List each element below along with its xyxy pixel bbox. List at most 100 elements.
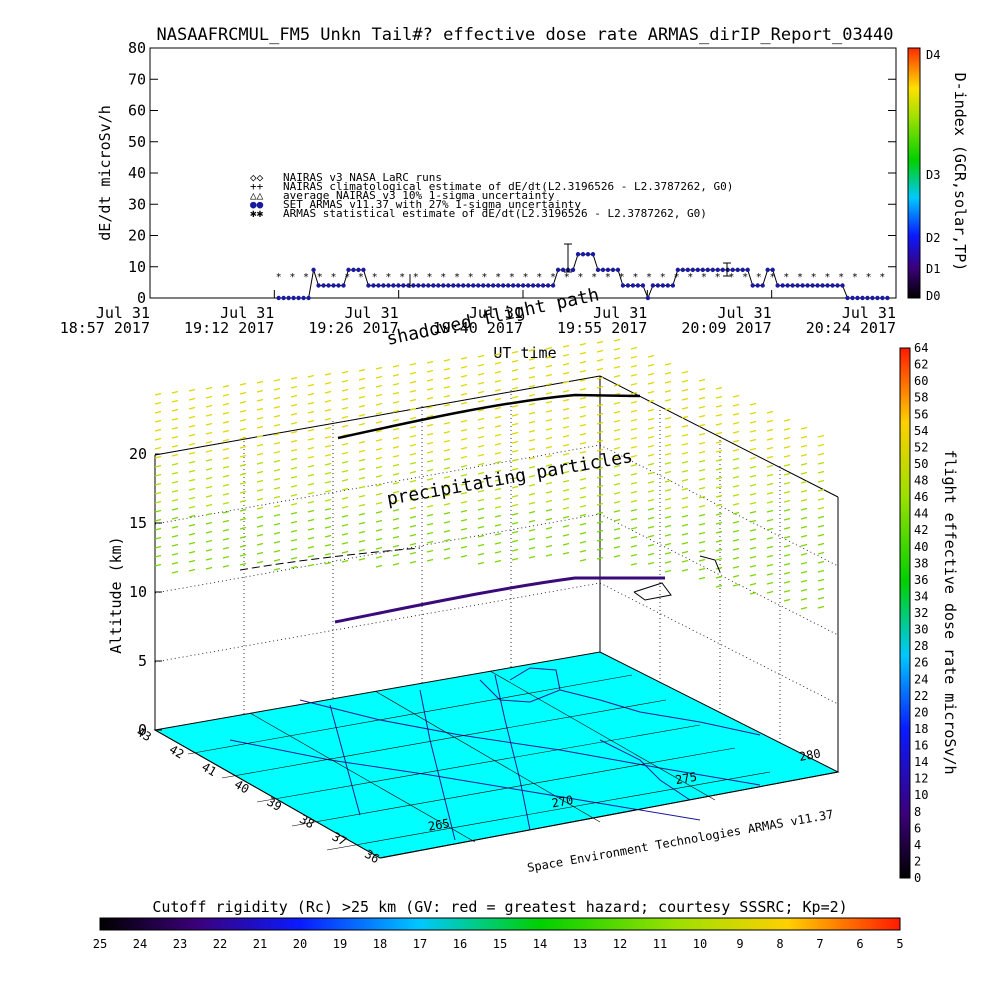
- particle-mark: [766, 428, 774, 432]
- series-set-armas: [276, 252, 890, 301]
- particle-mark: [477, 453, 485, 457]
- data-point: [381, 283, 386, 288]
- particle-mark: [732, 583, 740, 587]
- particle-mark: [528, 447, 536, 451]
- particle-mark: [307, 500, 315, 504]
- particle-mark: [630, 481, 638, 485]
- data-point: [735, 267, 740, 273]
- particle-mark: [681, 379, 689, 383]
- data-point: [520, 283, 526, 288]
- cutoff-tick-label: 6: [856, 937, 863, 951]
- particle-mark: [749, 420, 757, 424]
- particle-mark: [171, 489, 179, 493]
- particle-mark: [426, 504, 434, 508]
- particle-mark: [715, 530, 723, 534]
- particle-mark: [647, 372, 655, 376]
- particle-mark: [511, 386, 519, 390]
- shadowed-flight-path-label: shadowed flight path: [385, 284, 601, 350]
- particle-mark: [664, 524, 672, 528]
- particle-mark: [443, 502, 451, 506]
- particle-mark: [290, 493, 298, 497]
- particle-mark: [681, 433, 689, 437]
- particle-mark: [341, 496, 349, 500]
- particle-mark: [273, 387, 281, 391]
- particle-mark: [681, 523, 689, 527]
- particle-mark: [664, 362, 672, 366]
- particle-mark: [596, 439, 604, 443]
- particle-mark: [222, 483, 230, 487]
- particle-mark: [154, 392, 162, 396]
- particle-mark: [256, 470, 264, 474]
- longitude-tick-label: 265: [427, 816, 451, 834]
- particle-mark: [205, 548, 213, 552]
- state-border: [559, 689, 761, 736]
- particle-mark: [256, 398, 264, 402]
- particle-mark: [239, 499, 247, 503]
- data-point: [286, 295, 291, 301]
- cutoff-tick-label: 7: [816, 937, 823, 951]
- data-point: [810, 283, 815, 288]
- data-point: [695, 267, 700, 273]
- particle-mark: [290, 439, 298, 443]
- particle-mark: [273, 414, 281, 418]
- particle-mark: [443, 529, 451, 533]
- particle-mark: [715, 440, 723, 444]
- particle-mark: [222, 555, 230, 559]
- particle-mark: [205, 494, 213, 498]
- particle-mark: [783, 544, 791, 548]
- d-index-tick: D0: [926, 289, 940, 303]
- particle-mark: [171, 453, 179, 457]
- particle-mark: [766, 536, 774, 540]
- data-point: [835, 283, 840, 288]
- data-point: [785, 283, 790, 288]
- particle-mark: [239, 382, 247, 386]
- particle-mark: [817, 452, 825, 456]
- y-tick-label: 60: [128, 102, 146, 120]
- cutoff-tick-label: 5: [896, 937, 903, 951]
- particle-mark: [307, 437, 315, 441]
- particle-mark: [630, 346, 638, 350]
- particle-mark: [562, 452, 570, 456]
- particle-mark: [698, 387, 706, 391]
- particle-mark: [511, 503, 519, 507]
- particle-mark: [443, 421, 451, 425]
- particle-mark: [392, 481, 400, 485]
- legend-symbol: ✱✱: [250, 207, 264, 220]
- particle-mark: [154, 563, 162, 567]
- particle-mark: [715, 557, 723, 561]
- particle-mark: [596, 484, 604, 488]
- particle-mark: [477, 489, 485, 493]
- particle-mark: [528, 528, 536, 532]
- particle-mark: [545, 409, 553, 413]
- particle-mark: [358, 395, 366, 399]
- data-point: [316, 283, 321, 288]
- particle-mark: [715, 458, 723, 462]
- particle-mark: [239, 463, 247, 467]
- particle-mark: [409, 362, 417, 366]
- particle-mark: [613, 356, 621, 360]
- particle-mark: [647, 498, 655, 502]
- particle-mark: [154, 473, 162, 477]
- particle-mark: [171, 444, 179, 448]
- particle-mark: [443, 367, 451, 371]
- data-point: [336, 283, 341, 288]
- particle-mark: [409, 434, 417, 438]
- cutoff-rigidity-colorbar: [99, 917, 901, 931]
- data-point: [545, 283, 551, 288]
- particle-mark: [630, 454, 638, 458]
- dose-rate-tick-label: 36: [914, 573, 928, 587]
- particle-mark: [732, 457, 740, 461]
- particle-mark: [562, 551, 570, 555]
- particle-mark: [222, 429, 230, 433]
- latitude-tick-label: 37: [330, 829, 350, 848]
- particle-mark: [528, 537, 536, 541]
- particle-mark: [273, 396, 281, 400]
- particle-mark: [511, 431, 519, 435]
- particle-mark: [358, 503, 366, 507]
- particle-mark: [256, 380, 264, 384]
- dose-rate-tick-label: 10: [914, 788, 928, 802]
- data-point: [421, 283, 426, 288]
- particle-mark: [664, 533, 672, 537]
- particle-mark: [188, 388, 196, 392]
- particle-mark: [409, 407, 417, 411]
